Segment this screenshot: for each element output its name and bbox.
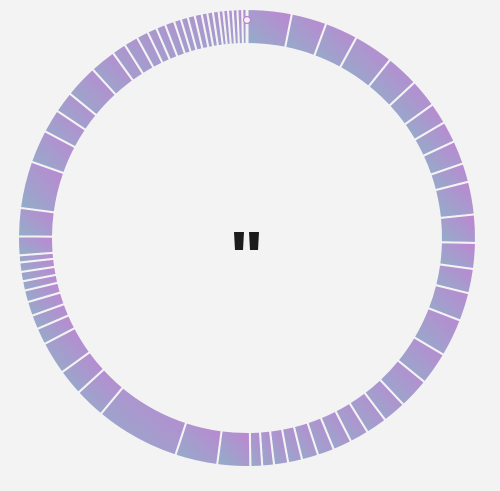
pause-icon — [234, 232, 259, 250]
ring-segment[interactable] — [17, 235, 55, 257]
playhead-marker[interactable] — [242, 9, 252, 44]
playhead-handle[interactable] — [242, 15, 252, 25]
ring-segment[interactable] — [438, 213, 477, 245]
pause-button[interactable] — [231, 230, 263, 252]
ring-segment[interactable] — [215, 429, 252, 468]
ring-segment[interactable] — [246, 7, 294, 49]
ring-segments[interactable] — [16, 7, 477, 468]
ring-segment[interactable] — [248, 430, 264, 468]
